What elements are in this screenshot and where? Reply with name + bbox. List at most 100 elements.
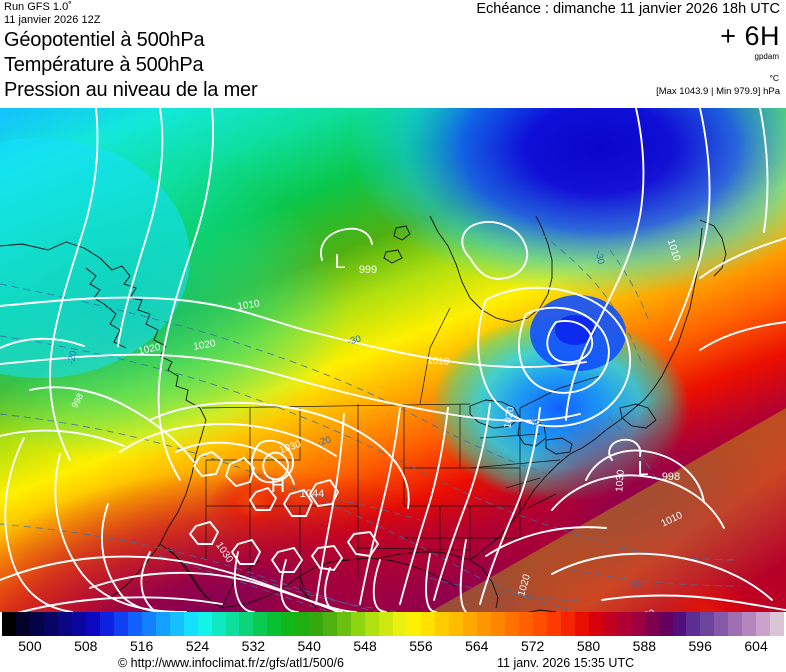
isobar-1042 [250, 439, 294, 484]
colorbar-tick: 588 [632, 638, 657, 654]
isobar-closed-north [461, 221, 529, 280]
isotherm-minus-10 [0, 413, 582, 612]
isobar-gulf-1 [372, 559, 387, 612]
isotherm-atl-1 [559, 567, 741, 587]
colorbar-cell [365, 612, 380, 636]
isobar-label: 1020 [632, 608, 657, 612]
colorbar-tick: 604 [744, 638, 768, 654]
colorbar-cell [742, 612, 757, 636]
isobar-pac-3 [157, 108, 214, 481]
colorbar-cell [2, 612, 16, 636]
isobar-1010-north [0, 296, 587, 369]
forecast-map-canvas[interactable]: 1010 1010 1010 1010 1020 1020 1020 1020 … [0, 108, 786, 612]
pressure-center-low: L 999 [334, 251, 377, 276]
lead-time-badge: + 6H [720, 21, 780, 51]
isobar-1040-c [248, 486, 278, 511]
isobar-atl-3 [759, 108, 769, 233]
colorbar-cell [560, 612, 575, 636]
colorbar-tick: 564 [465, 638, 489, 654]
isobar-1015-sw [4, 437, 73, 612]
isobar-1040-e [308, 478, 340, 508]
colorbar-gradient [2, 612, 785, 636]
colorbar-tick: 548 [353, 638, 377, 654]
isotherm-sw-1 [159, 555, 331, 612]
colorbar-cell [43, 612, 58, 636]
coast-hudson-bay [429, 215, 553, 323]
isotherm-label: -20 [66, 350, 80, 366]
isobar-1040-f [188, 520, 220, 545]
coast-west-us [105, 419, 207, 601]
isobar-pac-4 [29, 386, 195, 463]
colorbar-cell [197, 612, 212, 636]
coast-island-2 [103, 303, 127, 349]
map-header: Run GFS 1.0˚ 11 janvier 2026 12Z Géopote… [0, 0, 786, 108]
colorbar-cell [714, 612, 729, 636]
colorbar-tick: 572 [520, 638, 545, 654]
coast-greenland [699, 219, 727, 277]
isobar-1040-b [224, 456, 256, 488]
isobar-atl-4 [699, 237, 786, 279]
isobar-998-outer [585, 449, 705, 503]
colorbar-cell [85, 612, 100, 636]
isobar-mex-3 [324, 567, 343, 612]
pressure-center-low: L 998 [637, 458, 680, 483]
colorbar-cell [686, 612, 701, 636]
colorbar-cell [281, 612, 296, 636]
isotherm-label: -30 [346, 333, 362, 347]
colorbar-cell [29, 612, 44, 636]
colorbar-tick: 596 [688, 638, 712, 654]
colorbar-tick: 508 [74, 638, 98, 654]
colorbar-cell [267, 612, 282, 636]
colorbar-cell [407, 612, 422, 636]
low-symbol: L [637, 458, 648, 480]
colorbar-tick: 556 [409, 638, 433, 654]
isobar-east-3 [399, 407, 449, 605]
isobar-1044-core [262, 451, 289, 481]
run-model-label: Run GFS 1.0˚ [4, 1, 72, 13]
isobar-east-1 [433, 403, 491, 601]
isobar-label: 1010 [237, 298, 261, 312]
isobar-1035-a [175, 441, 295, 485]
colorbar-cell [504, 612, 519, 636]
colorbar-cell [169, 612, 184, 636]
isobar-gulf-2 [425, 553, 437, 612]
colorbar-cell [672, 612, 687, 636]
colorbar-cell [574, 612, 589, 636]
colorbar-cell [630, 612, 645, 636]
coast-bahamas [527, 609, 557, 612]
isobar-low-998 [608, 438, 642, 461]
colorbar-cell [616, 612, 631, 636]
credit-link[interactable]: © http://www.infoclimat.fr/z/gfs/atl1/50… [118, 656, 344, 670]
isobar-east-4 [359, 407, 401, 605]
trough-hudson [350, 108, 786, 298]
map-footer: © http://www.infoclimat.fr/z/gfs/atl1/50… [0, 655, 786, 672]
colorbar-cell [700, 612, 715, 636]
isobar-1040-h [270, 546, 304, 573]
isobar-1030-sw [140, 551, 157, 612]
high-symbol: H [271, 475, 285, 497]
isobar-mex-1 [233, 551, 255, 612]
colorbar-cell [253, 612, 268, 636]
geopotential-unit-label: gpdam [754, 52, 779, 61]
colorbar-tick-labels: 500 508 516 524 532 540 548 556 564 572 580 588 596 6… [0, 638, 786, 656]
isobar-contours-layer [0, 108, 786, 612]
colorbar-cell [127, 612, 142, 636]
isobar-east-5 [315, 413, 345, 605]
colorbar-cell [155, 612, 170, 636]
cool-pacific [0, 138, 190, 378]
coast-newfoundland [619, 403, 657, 429]
isobar-east-2 [479, 407, 541, 605]
colorbar-cell [309, 612, 324, 636]
colorbar-cell [57, 612, 72, 636]
colorbar-cell [546, 612, 561, 636]
colorbar [0, 612, 786, 636]
colorbar-cell [113, 612, 128, 636]
low-value: 999 [359, 264, 377, 276]
isobar-1040-g [230, 538, 262, 565]
pressure-center-high: H 1044 [271, 475, 324, 500]
colorbar-cell [15, 612, 30, 636]
isotherm-north-1 [541, 233, 643, 365]
low-value: 998 [662, 471, 680, 483]
forecast-valid-time: Echéance : dimanche 11 janvier 2026 18h … [476, 1, 780, 17]
